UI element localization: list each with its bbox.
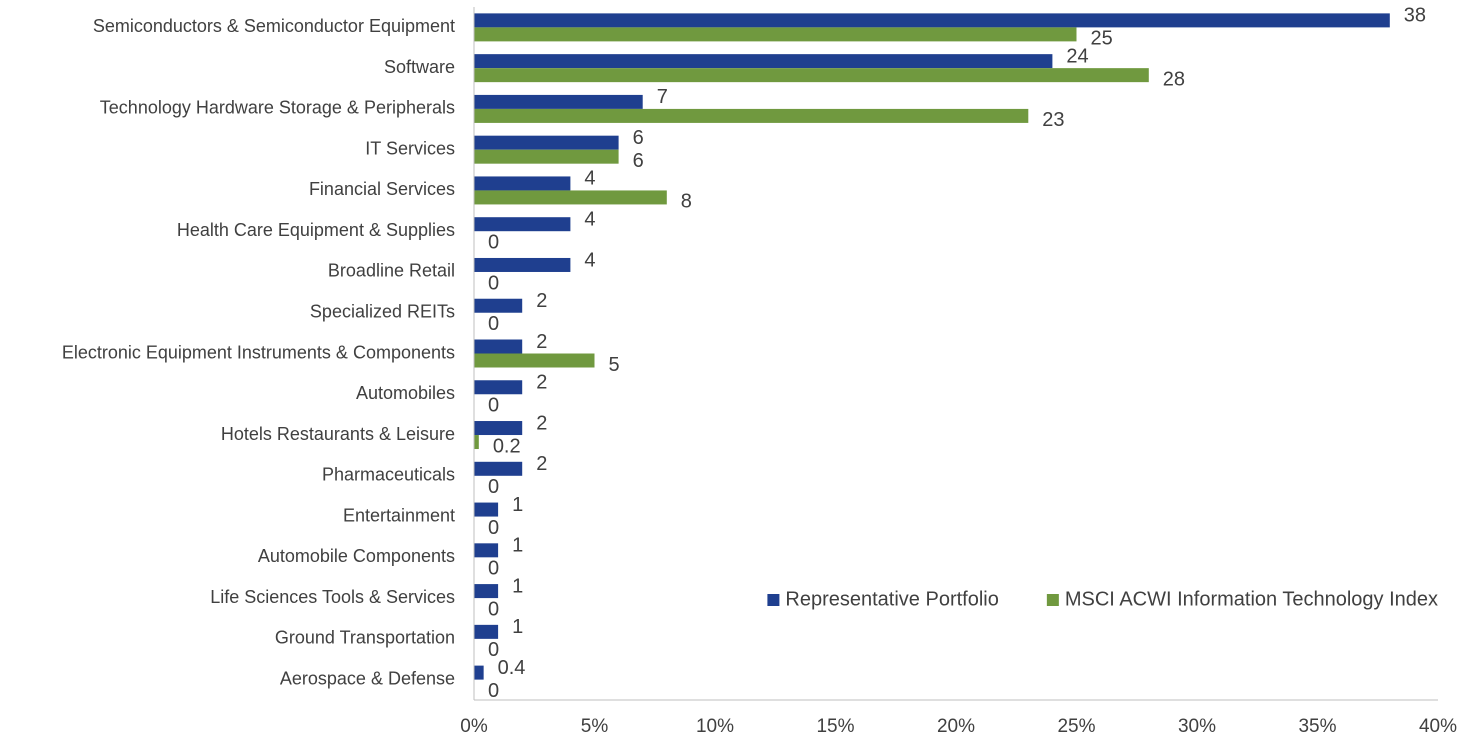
x-tick-label: 30% [1178, 716, 1216, 737]
data-label: 0 [488, 598, 499, 620]
data-label: 0 [488, 558, 499, 580]
data-label: 1 [512, 575, 523, 597]
x-tick-label: 5% [581, 716, 609, 737]
data-label: 1 [512, 616, 523, 638]
bar [474, 217, 571, 232]
bar [474, 27, 1077, 42]
data-label: 25 [1091, 28, 1113, 50]
bar [474, 298, 523, 313]
data-label: 7 [657, 86, 668, 108]
bar [474, 435, 479, 450]
data-label: 0.2 [493, 435, 521, 457]
y-tick-label: Health Care Equipment & Supplies [177, 220, 455, 240]
data-label: 6 [633, 150, 644, 172]
bar [474, 13, 1390, 28]
bar [474, 94, 643, 109]
legend-swatch [1046, 594, 1059, 606]
y-tick-label: Specialized REITs [310, 301, 455, 321]
x-tick-label: 25% [1057, 716, 1095, 737]
data-label: 28 [1163, 68, 1185, 90]
bar [474, 543, 499, 558]
bar [474, 502, 499, 517]
bar [474, 380, 523, 395]
bar [474, 54, 1053, 69]
data-label: 2 [536, 331, 547, 353]
y-tick-label: Financial Services [309, 179, 455, 199]
y-tick-label: Broadline Retail [328, 261, 455, 281]
data-label: 0 [488, 231, 499, 253]
bar [474, 176, 571, 191]
data-label: 0 [488, 680, 499, 702]
data-label: 0 [488, 395, 499, 417]
bar [474, 665, 484, 680]
x-tick-label: 10% [696, 716, 734, 737]
bar [474, 421, 523, 436]
data-label: 23 [1042, 109, 1064, 131]
data-label: 4 [584, 208, 595, 230]
y-tick-label: Entertainment [343, 505, 455, 525]
y-tick-label: Electronic Equipment Instruments & Compo… [62, 342, 455, 362]
y-tick-label: Technology Hardware Storage & Peripheral… [100, 98, 455, 118]
y-tick-label: Software [384, 57, 455, 77]
x-tick-label: 15% [816, 716, 854, 737]
bar [474, 624, 499, 639]
y-tick-label: Hotels Restaurants & Leisure [221, 424, 455, 444]
data-label: 0 [488, 272, 499, 294]
data-label: 0.4 [498, 657, 526, 679]
data-label: 1 [512, 535, 523, 557]
bar [474, 68, 1149, 83]
data-label: 4 [584, 249, 595, 271]
bar [474, 339, 523, 354]
legend-label: MSCI ACWI Information Technology Index [1065, 588, 1438, 610]
data-label: 2 [536, 412, 547, 434]
x-tick-label: 35% [1298, 716, 1336, 737]
data-label: 0 [488, 517, 499, 539]
data-label: 38 [1404, 5, 1426, 27]
bar [474, 108, 1029, 123]
data-label: 0 [488, 476, 499, 498]
data-label: 2 [536, 372, 547, 394]
data-label: 4 [584, 168, 595, 190]
legend-swatch [767, 594, 780, 606]
data-label: 0 [488, 313, 499, 335]
data-label: 2 [536, 453, 547, 475]
data-label: 1 [512, 494, 523, 516]
x-tick-label: 0% [460, 716, 488, 737]
y-tick-label: Pharmaceuticals [322, 465, 455, 485]
y-tick-label: Ground Transportation [275, 628, 455, 648]
y-tick-label: Automobile Components [258, 546, 455, 566]
x-tick-label: 20% [937, 716, 975, 737]
bar [474, 353, 595, 368]
bar [474, 257, 571, 272]
data-label: 5 [609, 354, 620, 376]
data-label: 0 [488, 639, 499, 661]
data-label: 6 [633, 127, 644, 149]
bar [474, 135, 619, 150]
data-label: 8 [681, 191, 692, 213]
bar [474, 190, 667, 205]
bar [474, 461, 523, 476]
bar [474, 584, 499, 599]
y-tick-label: Aerospace & Defense [280, 668, 455, 688]
data-label: 24 [1066, 45, 1088, 67]
bar [474, 149, 619, 164]
y-tick-label: Semiconductors & Semiconductor Equipment [93, 16, 455, 36]
legend-label: Representative Portfolio [785, 588, 998, 610]
y-tick-label: Automobiles [356, 383, 455, 403]
x-tick-label: 40% [1419, 716, 1457, 737]
y-tick-label: Life Sciences Tools & Services [210, 587, 455, 607]
data-label: 2 [536, 290, 547, 312]
y-tick-label: IT Services [365, 138, 455, 158]
